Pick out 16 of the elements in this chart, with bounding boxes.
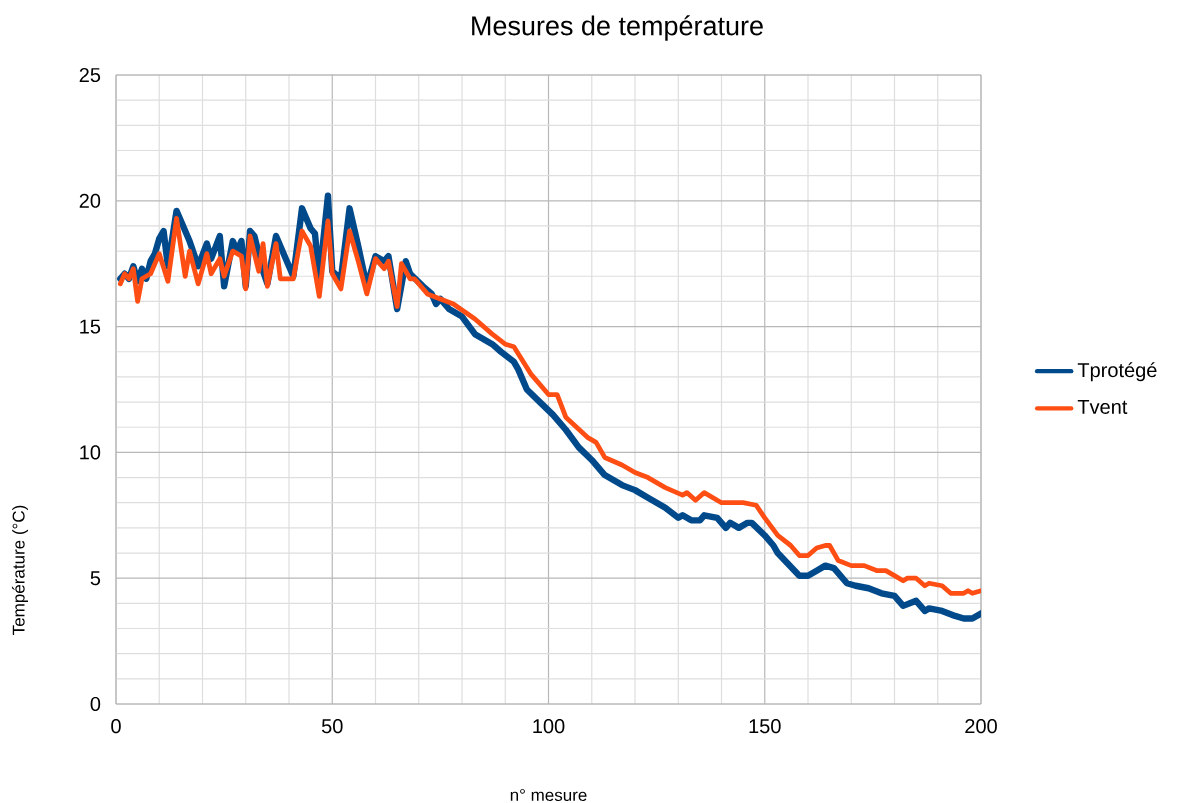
y-tick-label: 25 [79, 67, 101, 83]
y-tick-label: 15 [80, 319, 101, 334]
legend-label: Tvent [1077, 399, 1128, 414]
y-tick-label: 5 [90, 571, 101, 586]
chart-title: Mesures de température [472, 15, 763, 41]
x-tick-label: 50 [321, 719, 343, 734]
y-tick-label: 20 [79, 193, 101, 208]
legend-label: Tprotégé [1077, 362, 1157, 382]
y-tick-label: 10 [80, 445, 101, 460]
x-tick-label: 200 [965, 719, 997, 734]
x-tick-label: 100 [533, 719, 565, 734]
x-tick-label: 150 [749, 719, 781, 734]
y-tick-label: 0 [90, 696, 101, 712]
x-tick-label: 0 [111, 719, 121, 734]
x-axis-title: n° mesure [510, 788, 587, 802]
y-axis-title: Température (°C) [11, 505, 29, 635]
